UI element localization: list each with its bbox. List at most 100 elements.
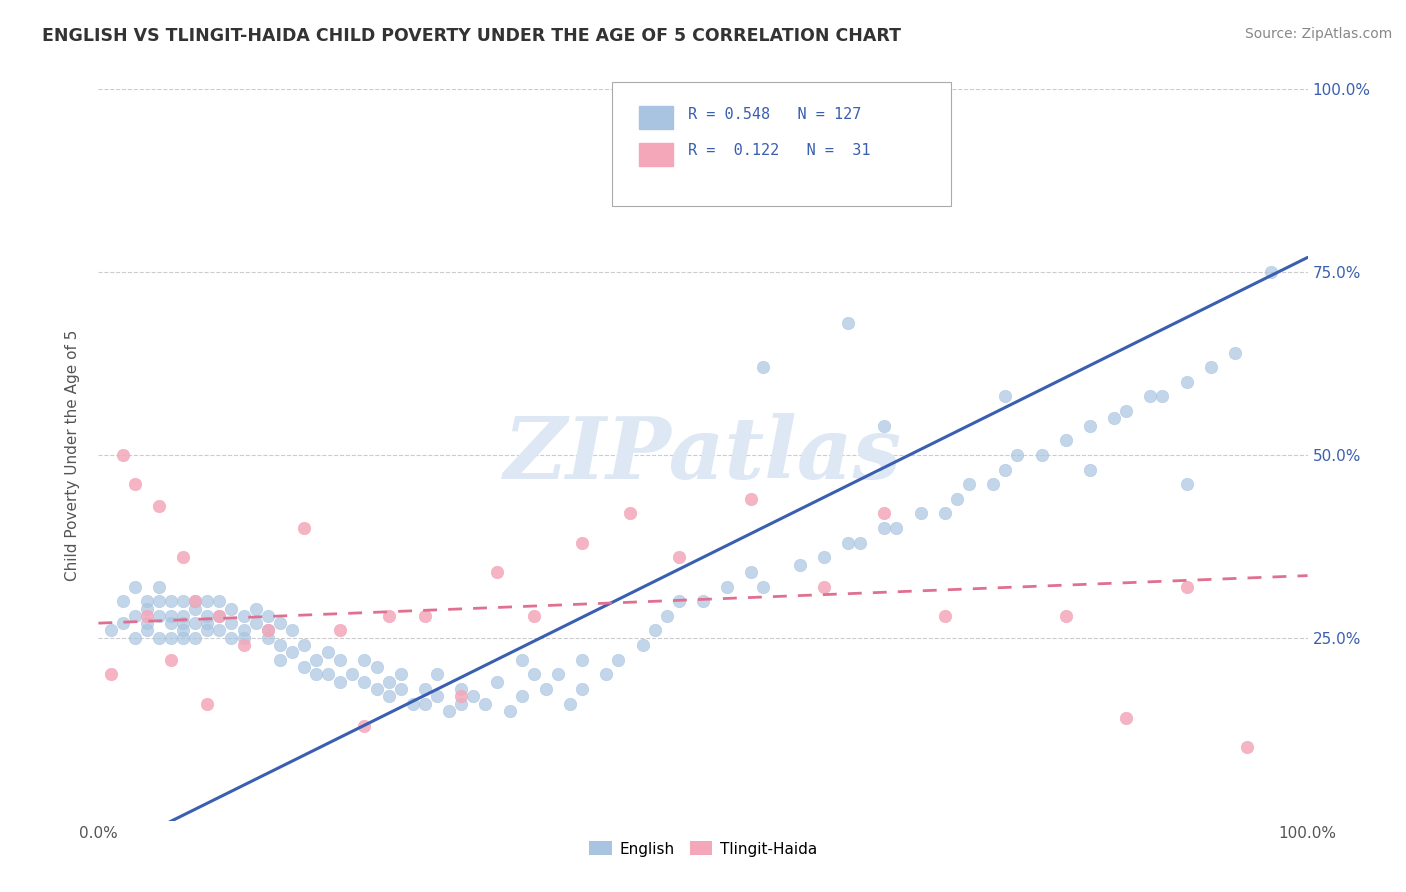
Point <box>160 653 183 667</box>
Y-axis label: Child Poverty Under the Age of 5: Child Poverty Under the Age of 5 <box>65 329 80 581</box>
Point <box>281 645 304 659</box>
Point <box>160 616 183 631</box>
Text: ENGLISH VS TLINGIT-HAIDA CHILD POVERTY UNDER THE AGE OF 5 CORRELATION CHART: ENGLISH VS TLINGIT-HAIDA CHILD POVERTY U… <box>42 27 901 45</box>
Point <box>994 462 1017 476</box>
Point <box>873 521 896 535</box>
Point <box>523 608 546 623</box>
Point <box>1175 477 1198 491</box>
Point <box>1260 265 1282 279</box>
Point <box>245 601 267 615</box>
Point <box>172 631 194 645</box>
Point <box>994 389 1017 403</box>
Point <box>740 565 762 579</box>
Point <box>353 653 375 667</box>
Point <box>232 631 254 645</box>
Point <box>269 616 291 631</box>
Point <box>716 580 738 594</box>
Point <box>353 718 375 732</box>
Point <box>305 667 328 681</box>
Point <box>256 608 278 623</box>
Point <box>402 697 425 711</box>
Point <box>1175 580 1198 594</box>
Point <box>124 608 146 623</box>
Point <box>256 624 278 638</box>
Point <box>607 653 630 667</box>
Point <box>1199 360 1222 375</box>
Point <box>1115 711 1137 725</box>
Point <box>100 667 122 681</box>
FancyBboxPatch shape <box>613 82 950 206</box>
Point <box>305 653 328 667</box>
Point <box>1102 411 1125 425</box>
Point <box>232 638 254 652</box>
Point <box>571 535 593 549</box>
Point <box>377 674 399 689</box>
Point <box>366 681 388 696</box>
Point <box>184 616 207 631</box>
Point <box>523 667 546 681</box>
Point <box>534 681 557 696</box>
Point <box>1115 404 1137 418</box>
Point <box>111 616 134 631</box>
Point <box>389 667 412 681</box>
Point <box>1054 434 1077 448</box>
Legend: English, Tlingit-Haida: English, Tlingit-Haida <box>581 834 825 864</box>
Point <box>221 631 243 645</box>
Point <box>329 674 352 689</box>
Point <box>789 558 811 572</box>
Point <box>172 594 194 608</box>
Point <box>873 507 896 521</box>
Point <box>1078 462 1101 476</box>
Point <box>329 653 352 667</box>
Text: Source: ZipAtlas.com: Source: ZipAtlas.com <box>1244 27 1392 41</box>
Point <box>342 667 364 681</box>
Point <box>377 690 399 704</box>
Point <box>413 697 436 711</box>
Point <box>172 624 194 638</box>
Point <box>135 608 157 623</box>
Point <box>232 624 254 638</box>
Point <box>692 594 714 608</box>
Point <box>981 477 1004 491</box>
Point <box>450 681 472 696</box>
Point <box>668 550 690 565</box>
Text: ZIPatlas: ZIPatlas <box>503 413 903 497</box>
Point <box>595 667 617 681</box>
Point <box>752 360 775 375</box>
Point <box>160 608 183 623</box>
Point <box>292 521 315 535</box>
Point <box>316 645 339 659</box>
Point <box>1139 389 1161 403</box>
Point <box>886 521 908 535</box>
Point <box>1223 345 1246 359</box>
Point <box>124 631 146 645</box>
Point <box>184 594 207 608</box>
Point <box>195 594 218 608</box>
Point <box>413 681 436 696</box>
Point <box>413 608 436 623</box>
Point <box>474 697 496 711</box>
Point <box>195 616 218 631</box>
Point <box>558 697 581 711</box>
Point <box>316 667 339 681</box>
Point <box>837 535 859 549</box>
Point <box>510 653 533 667</box>
Point <box>329 624 352 638</box>
Point <box>450 697 472 711</box>
Text: R =  0.122   N =  31: R = 0.122 N = 31 <box>689 143 870 158</box>
Point <box>740 491 762 506</box>
Point <box>957 477 980 491</box>
Point <box>619 507 641 521</box>
Point <box>256 624 278 638</box>
Point <box>148 631 170 645</box>
Point <box>486 674 509 689</box>
Point <box>910 507 932 521</box>
Point <box>111 448 134 462</box>
Point <box>1054 608 1077 623</box>
Point <box>498 704 520 718</box>
Point <box>172 608 194 623</box>
Point <box>1007 448 1029 462</box>
Point <box>450 690 472 704</box>
Point <box>195 697 218 711</box>
Point <box>389 681 412 696</box>
